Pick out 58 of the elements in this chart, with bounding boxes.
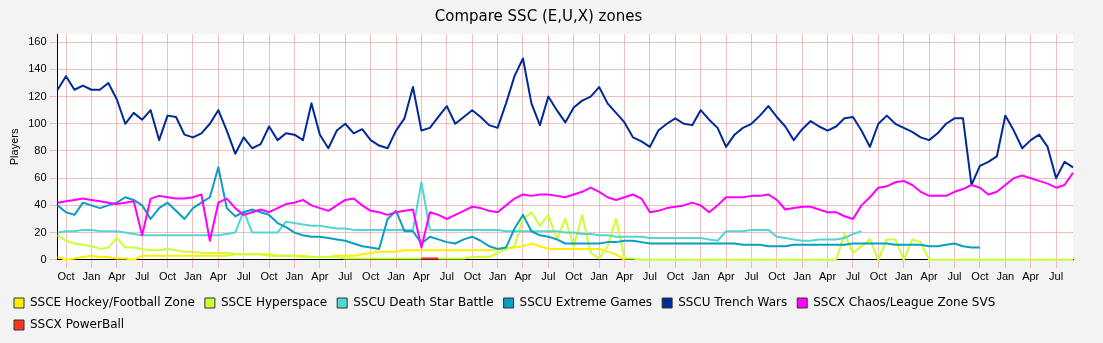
x-tick-label: Apr [412,270,431,283]
y-tick-label: 40 [34,198,47,211]
y-tick-label: 120 [28,89,47,102]
x-tick-label: Oct [463,270,481,283]
y-tick-label: 60 [34,171,47,184]
x-tick-label: Apr [920,270,939,283]
legend-label: SSCU Extreme Games [519,295,653,310]
x-tick-label: Oct [159,270,177,283]
x-tick-label: Jul [338,270,353,283]
x-tick-label: Oct [971,270,989,283]
y-tick-label: 0 [40,252,47,265]
x-tick-label: Apr [209,270,228,283]
x-tick-label: Jan [285,270,304,283]
x-tick-label: Jan [488,270,507,283]
y-tick-label: 160 [28,35,47,48]
y-tick-label: 140 [28,62,47,75]
x-tick-label: Oct [869,270,887,283]
legend-label: SSCX Chaos/League Zone SVS [813,295,996,310]
y-tick-label: 20 [34,225,47,238]
chart-title: Compare SSC (E,U,X) zones [434,6,643,25]
x-tick-label: Oct [57,270,75,283]
x-tick-label: Apr [717,270,735,283]
x-tick-label: Jan [691,270,710,283]
x-tick-label: Jan [894,270,913,283]
x-tick-label: Jul [642,270,657,283]
legend-label: SSCU Trench Wars [678,295,788,310]
x-tick-label: Oct [565,270,583,283]
x-tick-label: Oct [666,270,684,283]
x-tick-label: Oct [362,270,380,283]
x-tick-label: Jan [184,270,202,283]
x-tick-label: Apr [108,270,126,283]
legend-label: SSCX PowerBall [30,317,125,332]
x-tick-label: Apr [514,270,532,283]
x-tick-label: Apr [819,270,837,283]
legend-label: SSCE Hockey/Football Zone [30,295,195,310]
x-tick-label: Jul [439,270,454,283]
x-tick-label: Oct [768,270,786,283]
x-tick-label: Jul [1049,270,1064,283]
x-tick-label: Jan [590,270,608,283]
x-tick-label: Jul [236,270,251,283]
x-tick-label: Jul [541,270,556,283]
legend-label: SSCE Hyperspace [220,295,328,310]
x-tick-label: Jul [135,270,150,283]
legend-label: SSCU Death Star Battle [353,295,494,310]
x-tick-label: Jan [996,270,1015,283]
y-tick-label: 80 [34,144,47,157]
x-tick-label: Jan [82,270,101,283]
y-tick-label: 100 [28,116,47,129]
x-tick-label: Apr [311,270,329,283]
x-tick-label: Jul [845,270,861,283]
x-tick-label: Apr [1022,270,1040,283]
x-tick-label: Apr [615,270,634,283]
x-tick-label: Jan [793,270,812,283]
x-tick-label: Oct [260,270,278,283]
x-tick-label: Jul [947,270,962,283]
y-axis-title: Players [7,128,20,166]
x-tick-label: Jan [387,270,405,283]
x-tick-label: Jul [744,270,759,283]
